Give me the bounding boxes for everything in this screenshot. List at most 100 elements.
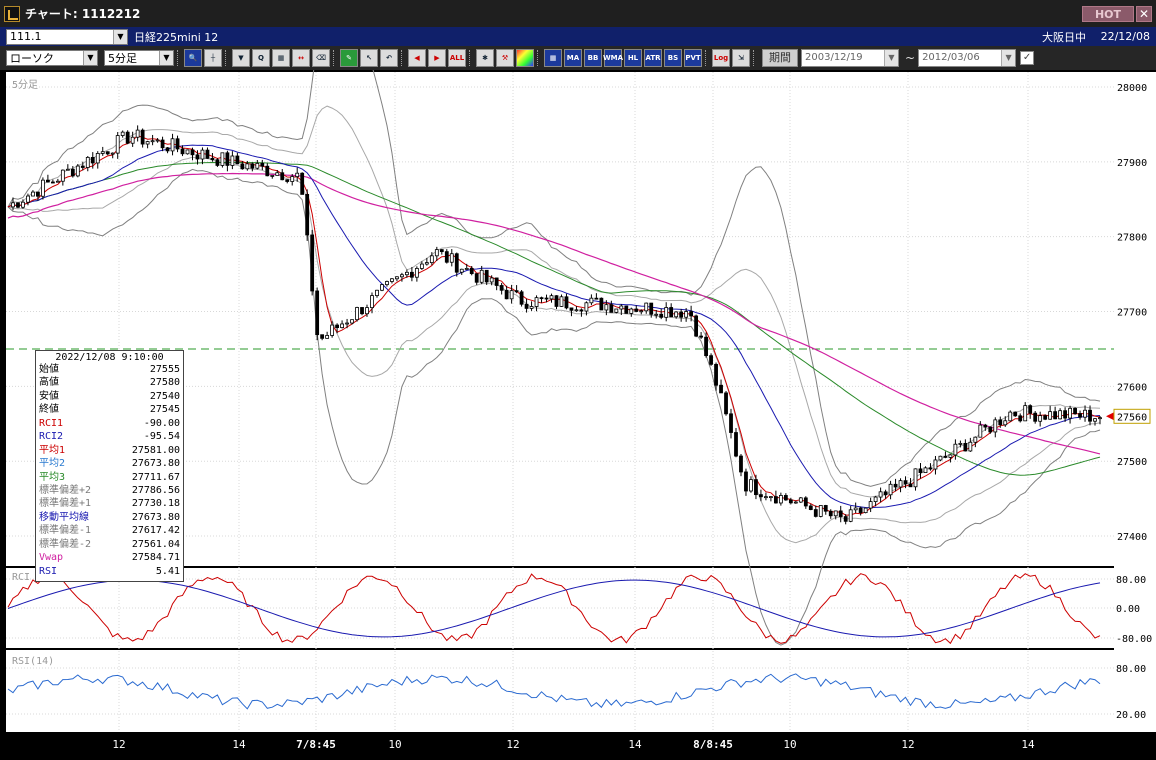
hl-button[interactable]: HL (624, 49, 642, 67)
candle-down (739, 455, 743, 473)
x-tick-label: 12 (901, 738, 914, 751)
table-icon[interactable]: ▦ (272, 49, 290, 67)
calendar-dropdown-icon[interactable]: ▼ (884, 50, 898, 66)
candle-down (599, 297, 604, 311)
scroll-right-icon[interactable]: ▶ (428, 49, 446, 67)
pointer-icon[interactable]: ↖ (360, 49, 378, 67)
period-button[interactable]: 期間 (762, 49, 798, 67)
candle-down (16, 202, 20, 208)
info-row: RSI 5.41 (39, 565, 180, 578)
info-value: 27786.56 (131, 484, 180, 496)
candle-up (41, 179, 45, 197)
candle-down (315, 290, 320, 336)
candle-up (1093, 418, 1097, 422)
bb-button[interactable]: BB (584, 49, 602, 67)
eraser-icon[interactable]: ⌫ (312, 49, 330, 67)
info-value: 27540 (149, 390, 180, 402)
crosshair-icon[interactable]: ┼ (204, 49, 222, 67)
date-from-field[interactable]: 2003/12/19 ▼ (801, 49, 899, 67)
chart-type-select[interactable]: ローソク ▼ (6, 50, 98, 66)
candle-down (539, 297, 544, 300)
candle-down (519, 291, 524, 305)
candle-down (634, 308, 639, 312)
pen-icon[interactable]: ✎ (340, 49, 358, 67)
info-row: Vwap 27584.71 (39, 551, 180, 564)
interval-select[interactable]: 5分足 ▼ (104, 50, 174, 66)
candle-down (813, 509, 818, 517)
download-icon[interactable]: ▼ (232, 49, 250, 67)
candle-up (150, 140, 155, 143)
y-tick-label: 27500 (1117, 457, 1147, 468)
bollinger-band-line (7, 156, 1101, 544)
all-button[interactable]: ALL (448, 49, 466, 67)
candle-down (704, 336, 708, 357)
candle-up (26, 195, 30, 203)
candle-down (719, 384, 723, 394)
indicator-icon[interactable]: ✱ (476, 49, 494, 67)
pvt-button[interactable]: PVT (684, 49, 702, 67)
scroll-left-icon[interactable]: ◀ (408, 49, 426, 67)
undo-icon[interactable]: ↶ (380, 49, 398, 67)
candle-down (893, 483, 898, 488)
ma2-line (7, 144, 1101, 509)
candle-down (788, 499, 793, 504)
instrument-name: 日経225mini 12 (134, 30, 219, 44)
bs-button[interactable]: BS (664, 49, 682, 67)
candle-up (1008, 411, 1013, 422)
candle-up (295, 172, 300, 177)
wma-button[interactable]: WMA (603, 49, 623, 67)
candle-down (744, 471, 748, 492)
symbol-select[interactable]: 111.1 ▼ (6, 28, 128, 45)
hot-button[interactable]: HOT (1082, 6, 1134, 22)
date-to-field[interactable]: 2012/03/06 ▼ (918, 49, 1017, 67)
color-icon[interactable] (516, 49, 534, 67)
close-icon[interactable]: ✕ (1136, 6, 1152, 22)
candle-down (439, 249, 444, 253)
candle-up (948, 454, 953, 458)
candle-up (459, 268, 464, 273)
candle-down (724, 392, 728, 415)
apply-checkbox[interactable]: ✓ (1020, 51, 1035, 65)
candle-down (310, 234, 315, 292)
info-label: 終値 (39, 404, 59, 416)
candle-down (195, 154, 200, 160)
candle-down (554, 295, 559, 307)
chevron-down-icon[interactable]: ▼ (113, 29, 127, 44)
chevron-down-icon[interactable]: ▼ (83, 51, 97, 65)
candle-down (694, 315, 699, 337)
calendar-dropdown-icon[interactable]: ▼ (1001, 50, 1016, 66)
candle-up (818, 505, 823, 517)
export-icon[interactable]: ⇲ (732, 49, 750, 67)
candle-up (1058, 410, 1063, 420)
chevron-down-icon[interactable]: ▼ (159, 51, 173, 65)
toolbar-separator (401, 50, 403, 66)
chart-area[interactable]: 12 14 7/8:45 10 12 14 8/8:45 10 12 14 28000 27900 27… (0, 70, 1156, 760)
candle-down (679, 311, 684, 318)
candle-up (375, 289, 379, 297)
candle-down (983, 424, 988, 428)
y-tick-label: 27600 (1117, 382, 1147, 393)
navigate-icon[interactable]: ↔ (292, 49, 310, 67)
y-tick-label: 27400 (1117, 532, 1147, 543)
wrench-icon[interactable]: ⚒ (496, 49, 514, 67)
log-button[interactable]: Log (712, 49, 730, 67)
grid-icon[interactable]: ▦ (544, 49, 562, 67)
candle-up (1038, 415, 1043, 422)
candle-down (858, 507, 863, 514)
candle-down (689, 311, 694, 317)
atr-button[interactable]: ATR (644, 49, 662, 67)
candle-up (400, 274, 404, 278)
candle-down (803, 497, 808, 507)
search-icon[interactable]: Q (252, 49, 270, 67)
candle-up (345, 322, 349, 325)
info-value: 27555 (149, 364, 180, 375)
candle-down (335, 324, 339, 329)
info-row: 高値 27580 (39, 376, 180, 389)
candle-up (85, 156, 90, 168)
x-tick-label: 10 (783, 738, 796, 751)
ma-button[interactable]: MA (564, 49, 582, 67)
candle-up (509, 290, 514, 300)
zoom-icon[interactable]: 🔍 (184, 49, 202, 67)
candle-up (130, 136, 135, 144)
candle-up (390, 278, 394, 282)
